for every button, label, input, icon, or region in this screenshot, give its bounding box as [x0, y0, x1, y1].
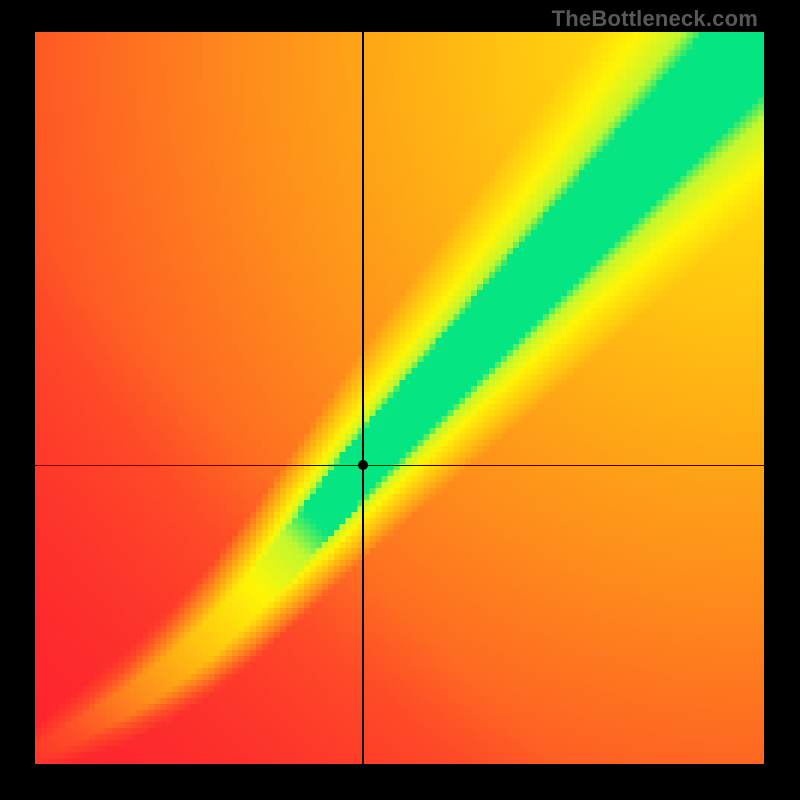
bottleneck-heatmap [35, 32, 764, 764]
chart-container: TheBottleneck.com [0, 0, 800, 800]
crosshair-marker [357, 459, 369, 471]
watermark-label: TheBottleneck.com [552, 6, 758, 32]
crosshair-vertical [362, 32, 364, 764]
crosshair-horizontal [35, 465, 764, 467]
